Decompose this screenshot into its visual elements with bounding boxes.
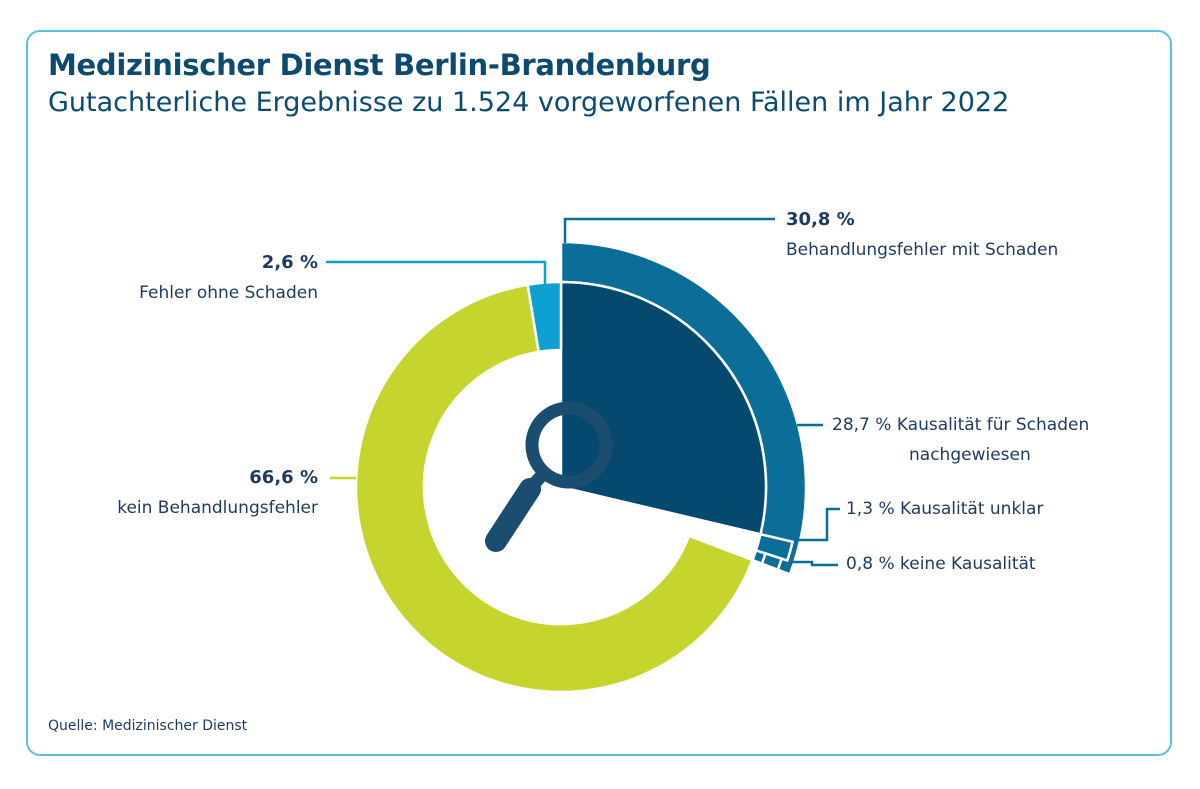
source-note: Quelle: Medizinischer Dienst <box>48 718 248 734</box>
label-unklar: 1,3 % Kausalität unklar <box>846 494 1043 524</box>
label-mit-schaden-pct: 30,8 % <box>786 209 855 230</box>
label-nachgewiesen: 28,7 % Kausalität für Schaden nachgewies… <box>832 410 1089 470</box>
label-nachgewiesen-line2: nachgewiesen <box>909 445 1031 465</box>
slice-kausalitaet-nachgewiesen <box>559 280 768 536</box>
chart-card <box>26 30 1172 756</box>
slice-fehler-ohne-schaden <box>526 280 563 354</box>
label-ohne-schaden: 2,6 % Fehler ohne Schaden <box>139 248 318 308</box>
label-keine-text: 0,8 % keine Kausalität <box>846 554 1036 574</box>
chart-subtitle: Gutachterliche Ergebnisse zu 1.524 vorge… <box>48 87 1010 118</box>
label-nachgewiesen-line1: 28,7 % Kausalität für Schaden <box>832 415 1090 435</box>
label-unklar-text: 1,3 % Kausalität unklar <box>846 499 1044 519</box>
leader-mit-schaden <box>563 217 775 243</box>
label-ohne-schaden-text: Fehler ohne Schaden <box>139 283 318 303</box>
slice-kein-behandlungsfehler <box>354 283 755 694</box>
slice-kausalitaet-unklar <box>754 532 795 563</box>
label-keine: 0,8 % keine Kausalität <box>846 549 1036 579</box>
label-kein-pct: 66,6 % <box>249 467 318 488</box>
label-ohne-schaden-pct: 2,6 % <box>261 252 318 273</box>
magnifying-glass-icon <box>485 401 613 552</box>
leader-ohne-schaden <box>326 260 547 284</box>
label-mit-schaden-text: Behandlungsfehler mit Schaden <box>786 240 1059 260</box>
slice-keine-kausalitaet <box>760 551 784 572</box>
leader-unklar <box>797 507 840 542</box>
label-kein-text: kein Behandlungsfehler <box>117 498 318 518</box>
label-mit-schaden: 30,8 % Behandlungsfehler mit Schaden <box>786 205 1058 265</box>
chart-title: Medizinischer Dienst Berlin-Brandenburg <box>48 48 711 82</box>
leader-keine <box>790 560 838 567</box>
label-kein: 66,6 % kein Behandlungsfehler <box>117 463 318 523</box>
